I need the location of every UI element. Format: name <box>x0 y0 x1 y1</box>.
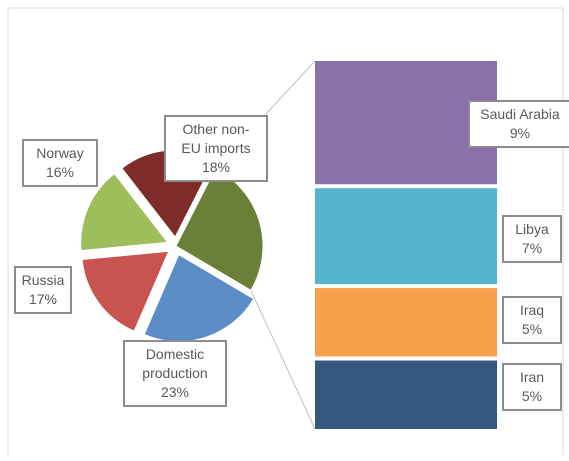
pie-value-label: 23% <box>160 384 190 400</box>
bar-segment-iran <box>315 360 497 429</box>
pie-label-domestic-production: Domestic production 23% <box>123 340 227 407</box>
bar-label-iraq: Iraq 5% <box>502 296 562 344</box>
bar-segment-saudi-arabia <box>315 61 497 185</box>
pie-label-russia: Russia 17% <box>14 266 72 314</box>
pie-slice-russia <box>81 250 170 332</box>
pie-label-norway: Norway 16% <box>22 139 98 187</box>
pie-value-label: 16% <box>45 164 75 180</box>
bar-label-iran: Iran 5% <box>502 363 562 411</box>
connector-line-bottom <box>250 290 316 430</box>
pie-value-label: 18% <box>201 159 231 175</box>
bar-value-label: 5% <box>521 321 543 337</box>
bar-label-saudi-arabia: Saudi Arabia 9% <box>468 100 569 148</box>
bar-segment-iraq <box>315 288 497 357</box>
bar-name-label: Iraq <box>519 302 545 318</box>
bar-value-label: 7% <box>521 240 543 256</box>
pie-label-other-non-eu-imports: Other non- EU imports 18% <box>164 115 268 182</box>
bar-segment-libya <box>315 188 497 285</box>
bar-label-libya: Libya 7% <box>502 215 562 263</box>
pie-slice-norway <box>80 172 169 252</box>
bar-name-label: Libya <box>515 221 549 237</box>
bar-name-label: Saudi Arabia <box>480 106 560 122</box>
bar-name-label: Iran <box>519 369 545 385</box>
bar-value-label: 9% <box>509 125 531 141</box>
pie-value-label: 17% <box>28 291 58 307</box>
pie-slice-domestic-production <box>143 253 255 343</box>
bar-value-label: 5% <box>521 388 543 404</box>
